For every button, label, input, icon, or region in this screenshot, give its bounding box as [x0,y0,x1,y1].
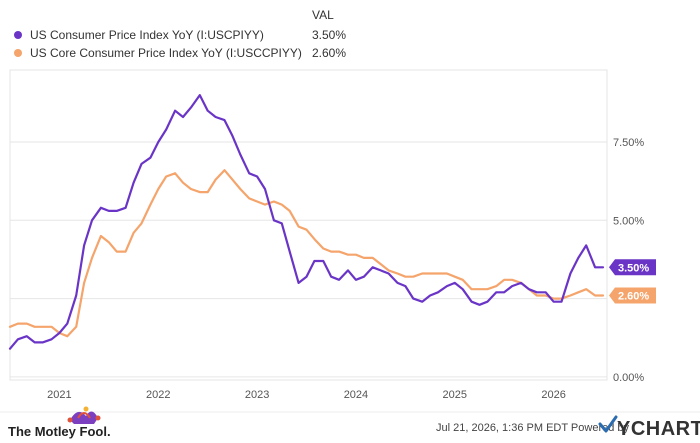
footer-timestamp: Jul 21, 2026, 1:36 PM EDT Powered by [436,422,630,434]
x-tick-label: 2023 [245,389,269,401]
end-value-labels: 3.50% 2.60% [609,259,656,304]
legend-swatch-cpi [14,31,22,39]
end-label-core-cpi: 2.60% [609,287,656,304]
legend-value-cpi: 3.50% [312,28,346,42]
x-axis-tick-labels: 2021 2022 2023 2024 2025 2026 [47,389,566,401]
ycharts-check-icon [598,415,618,433]
y-tick-label: 0.00% [613,372,644,384]
legend-item-cpi: US Consumer Price Index YoY (I:USCPIYY) … [14,28,346,42]
legend-swatch-core-cpi [14,49,22,57]
jester-cap-icon [67,406,101,424]
x-tick-label: 2021 [47,389,71,401]
y-tick-label: 7.50% [613,137,644,149]
end-label-text: 3.50% [618,262,649,274]
x-tick-label: 2026 [541,389,565,401]
legend-value-core-cpi: 2.60% [312,46,346,60]
x-tick-label: 2024 [344,389,368,401]
ycharts-wordmark: YCHARTS [617,418,700,440]
y-tick-label: 5.00% [613,215,644,227]
motley-fool-logo: The Motley Fool. [8,406,111,439]
legend-label-cpi: US Consumer Price Index YoY (I:USCPIYY) [30,28,264,42]
end-label-cpi: 3.50% [609,259,656,276]
plot-area [9,69,608,381]
x-tick-label: 2022 [146,389,170,401]
motley-fool-wordmark: The Motley Fool. [8,424,111,439]
legend-label-core-cpi: US Core Consumer Price Index YoY (I:USCC… [30,46,302,60]
line-core-cpi [8,169,605,338]
end-label-text: 2.60% [618,290,649,302]
line-cpi [8,93,605,350]
ycharts-logo: YCHARTS [598,415,700,440]
y-axis-tick-labels: 0.00% 5.00% 7.50% [613,137,644,384]
legend-value-header: VAL [312,8,334,22]
gridlines [10,141,607,378]
series-lines [8,93,605,350]
legend-item-core-cpi: US Core Consumer Price Index YoY (I:USCC… [14,46,346,60]
x-tick-label: 2025 [443,389,467,401]
legend: VAL US Consumer Price Index YoY (I:USCPI… [14,8,346,60]
